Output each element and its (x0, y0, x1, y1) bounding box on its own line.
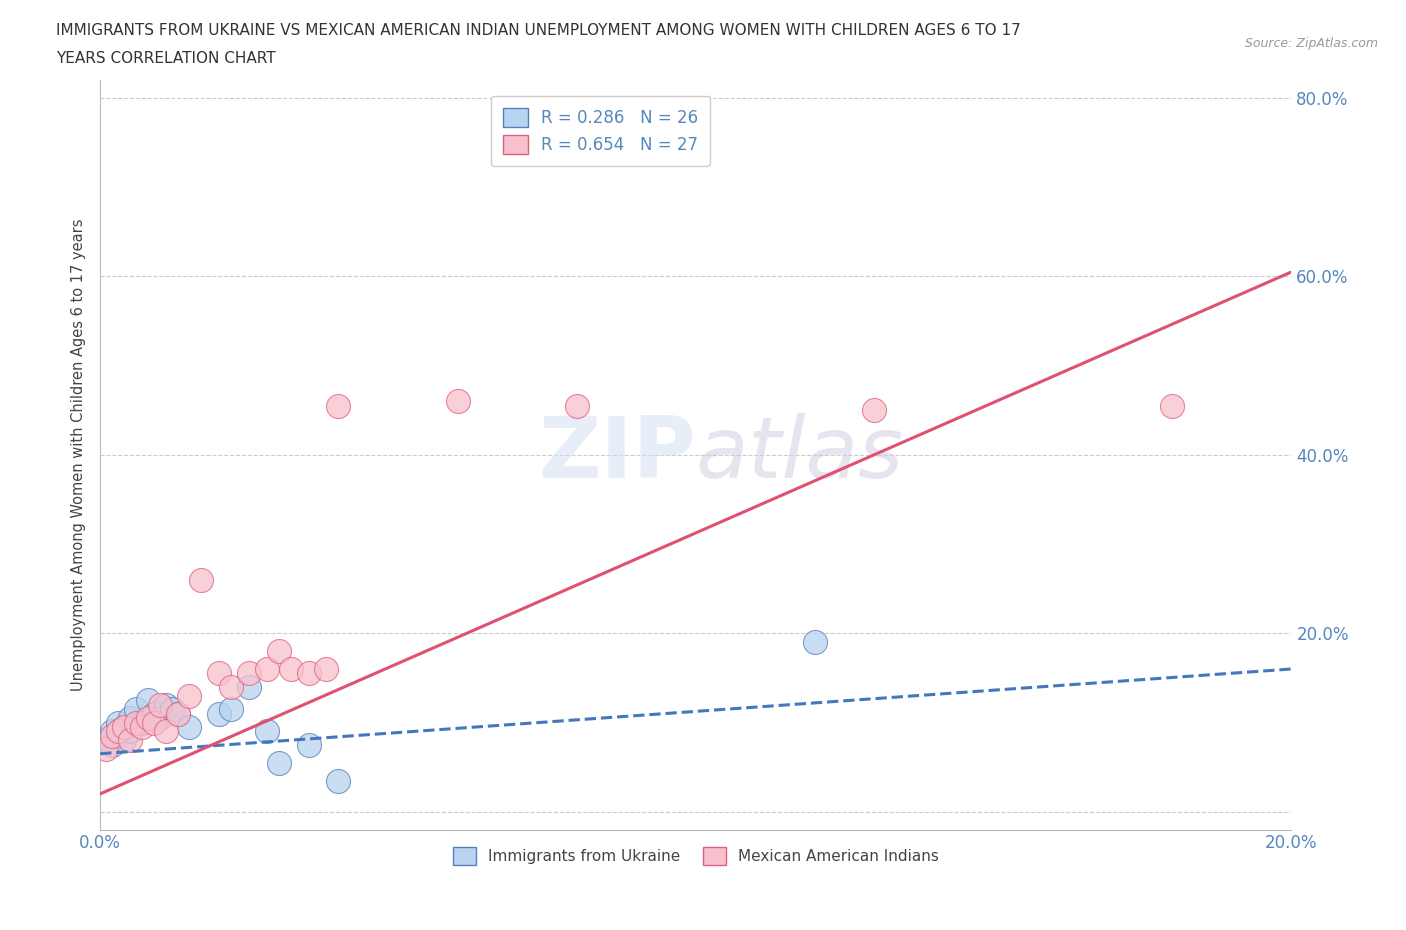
Point (256, 724, 278, 738)
Point (238, 680, 260, 695)
Text: ZIP: ZIP (538, 413, 696, 497)
Point (160, 702, 183, 717)
Y-axis label: Unemployment Among Women with Children Ages 6 to 17 years: Unemployment Among Women with Children A… (72, 219, 86, 691)
Point (267, 644, 290, 658)
Point (131, 715, 153, 730)
Point (328, 773, 350, 788)
Point (315, 661, 337, 676)
Point (155, 698, 177, 712)
Point (94, 733, 117, 748)
Text: YEARS CORRELATION CHART: YEARS CORRELATION CHART (56, 51, 276, 66)
Point (125, 715, 148, 730)
Point (208, 666, 231, 681)
Point (112, 720, 135, 735)
Point (125, 702, 148, 717)
Point (118, 711, 141, 725)
Text: atlas: atlas (696, 413, 904, 497)
Point (131, 720, 153, 735)
Point (1161, 398, 1184, 413)
Point (101, 724, 124, 738)
Point (136, 693, 159, 708)
Point (190, 572, 212, 587)
Point (166, 706, 188, 721)
Point (238, 666, 260, 681)
Point (446, 394, 468, 409)
Point (863, 403, 886, 418)
Legend: Immigrants from Ukraine, Mexican American Indians: Immigrants from Ukraine, Mexican America… (447, 841, 945, 870)
Point (219, 702, 242, 717)
Point (149, 698, 172, 712)
Point (118, 733, 141, 748)
Point (256, 661, 278, 676)
Text: IMMIGRANTS FROM UKRAINE VS MEXICAN AMERICAN INDIAN UNEMPLOYMENT AMONG WOMEN WITH: IMMIGRANTS FROM UKRAINE VS MEXICAN AMERI… (56, 23, 1021, 38)
Point (208, 706, 231, 721)
Point (142, 715, 165, 730)
Point (112, 733, 135, 748)
Point (297, 737, 319, 752)
Point (107, 724, 129, 738)
Point (155, 724, 177, 738)
Point (565, 398, 588, 413)
Point (149, 711, 172, 725)
Point (280, 661, 302, 676)
Point (136, 711, 159, 725)
Point (179, 688, 201, 703)
Point (179, 720, 201, 735)
Point (804, 635, 827, 650)
Point (107, 715, 129, 730)
Point (219, 680, 242, 695)
Point (118, 724, 141, 738)
Point (112, 720, 135, 735)
Point (94, 742, 117, 757)
Text: Source: ZipAtlas.com: Source: ZipAtlas.com (1244, 37, 1378, 50)
Point (328, 398, 350, 413)
Point (142, 706, 165, 721)
Point (166, 706, 188, 721)
Point (297, 666, 319, 681)
Point (267, 755, 290, 770)
Point (101, 728, 124, 743)
Point (101, 737, 124, 752)
Point (107, 728, 129, 743)
